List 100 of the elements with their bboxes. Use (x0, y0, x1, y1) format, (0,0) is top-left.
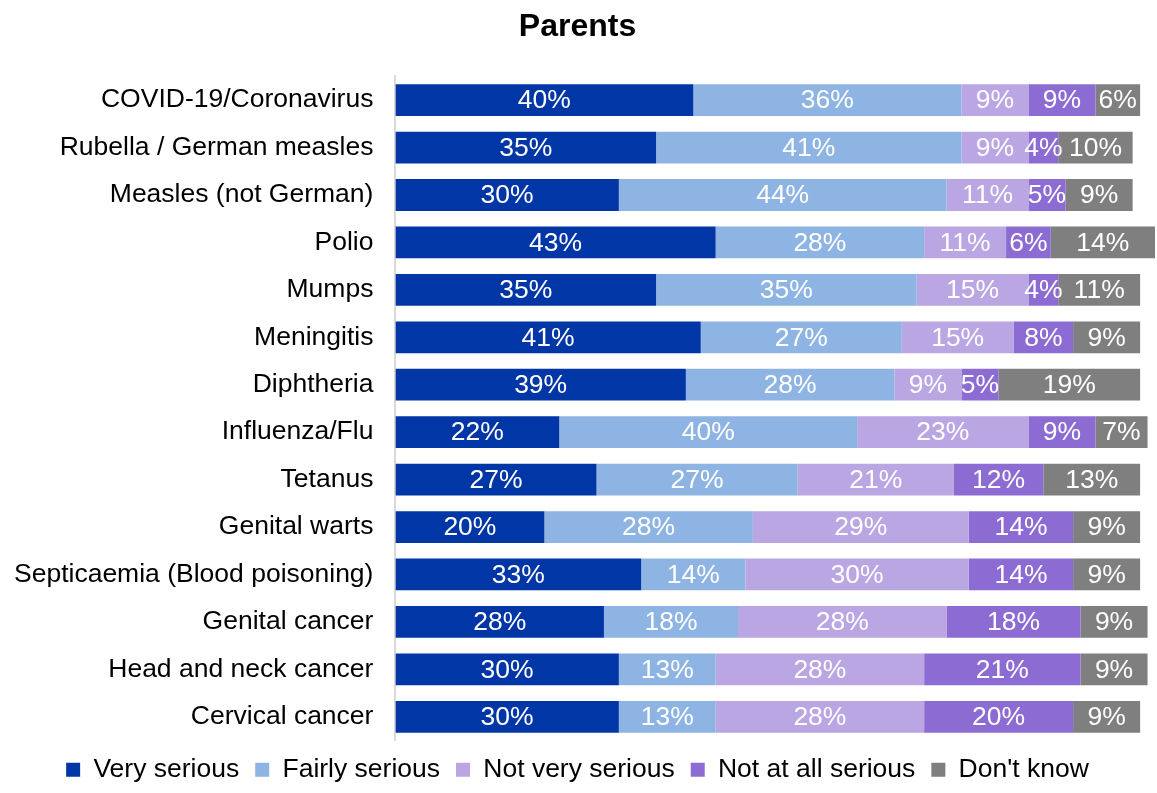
bar (715, 653, 925, 686)
y-tick-label: Diphtheria (252, 368, 374, 399)
bar (715, 226, 925, 259)
data-label: 15% (946, 274, 1000, 305)
bar (946, 606, 1081, 638)
legend-label: Not very serious (483, 753, 675, 784)
y-tick-label: Rubella / German measles (59, 130, 374, 161)
data-label: 9% (1079, 179, 1119, 210)
y-tick-label: Meningitis (254, 320, 374, 351)
data-label: 28% (763, 369, 817, 400)
data-label: 35% (499, 131, 553, 162)
bar (395, 511, 545, 543)
data-label: 28% (815, 606, 869, 637)
data-label: 12% (972, 463, 1026, 494)
bar (544, 511, 753, 543)
bar (737, 606, 947, 638)
data-label: 36% (800, 84, 854, 115)
bar (924, 653, 1081, 686)
y-tick-label: Cervical cancer (190, 700, 374, 731)
data-label: 33% (491, 558, 545, 589)
data-label: 5% (960, 369, 1000, 400)
bar (618, 179, 947, 211)
data-label: 9% (1087, 558, 1126, 589)
y-tick-label: Genital cancer (202, 605, 374, 636)
data-label: 30% (480, 701, 534, 732)
bar (700, 321, 902, 354)
bar (395, 558, 642, 591)
data-label: 15% (931, 321, 985, 352)
data-label: 35% (499, 274, 553, 305)
bar (395, 131, 657, 164)
data-label: 9% (975, 84, 1015, 115)
y-tick-label: Measles (not German) (109, 178, 374, 209)
data-label: 27% (670, 463, 724, 494)
y-tick-label: Tetanus (280, 462, 374, 493)
bar (656, 273, 917, 306)
data-label: 29% (834, 511, 888, 542)
bar (596, 463, 798, 496)
bar (603, 606, 738, 638)
data-label: 14% (1076, 226, 1130, 257)
data-label: 40% (517, 84, 571, 115)
data-label: 11% (1073, 274, 1125, 305)
bar (745, 558, 969, 591)
data-label: 8% (1024, 321, 1063, 352)
data-label: 14% (994, 511, 1048, 542)
data-label: 5% (1027, 179, 1067, 210)
y-tick-label: Head and neck cancer (108, 652, 374, 683)
bar (395, 700, 619, 733)
data-label: 14% (994, 558, 1048, 589)
data-label: 28% (622, 511, 676, 542)
data-label: 18% (644, 606, 698, 637)
bar (395, 416, 560, 449)
legend-label: Fairly serious (282, 753, 441, 784)
bar (395, 321, 701, 354)
y-tick-label: Influenza/Flu (221, 415, 374, 446)
bar (395, 84, 694, 117)
data-label: 39% (514, 369, 568, 400)
y-tick-label: Mumps (286, 273, 374, 304)
data-label: 30% (830, 558, 884, 589)
data-label: 41% (521, 321, 575, 352)
bar (395, 179, 619, 211)
data-label: 6% (1098, 84, 1137, 115)
bar (998, 368, 1141, 401)
data-label: 21% (975, 653, 1029, 684)
data-label: 11% (961, 179, 1013, 210)
data-label: 10% (1068, 131, 1122, 162)
data-label: 13% (640, 701, 694, 732)
chart-title: Parents (518, 7, 637, 44)
data-label: 13% (640, 653, 694, 684)
data-label: 9% (975, 131, 1015, 162)
y-tick-label: Septicaemia (Blood poisoning) (13, 557, 374, 588)
data-label: 28% (793, 226, 847, 257)
data-label: 9% (1087, 701, 1126, 732)
data-label: 9% (1042, 416, 1082, 447)
bar (395, 368, 686, 401)
bar (395, 463, 597, 496)
legend-label: Not at all serious (717, 753, 916, 784)
data-label: 6% (1009, 226, 1048, 257)
data-label: 9% (1094, 606, 1134, 637)
data-label: 41% (782, 131, 836, 162)
data-label: 9% (1042, 84, 1082, 115)
bar (693, 84, 962, 117)
bar (559, 416, 858, 449)
bar (656, 131, 962, 164)
data-label: 30% (480, 653, 534, 684)
data-label: 30% (480, 179, 534, 210)
data-label: 13% (1065, 463, 1119, 494)
bar (924, 700, 1074, 733)
data-label: 11% (939, 226, 991, 257)
data-label: 9% (1087, 511, 1126, 542)
bar (395, 273, 657, 306)
y-tick-label: COVID-19/Coronavirus (100, 83, 374, 114)
data-label: 43% (529, 226, 583, 257)
bar (715, 700, 925, 733)
data-label: 9% (1094, 653, 1134, 684)
data-label: 23% (916, 416, 970, 447)
data-label: 27% (774, 321, 828, 352)
data-label: 7% (1102, 416, 1141, 447)
data-label: 20% (972, 701, 1026, 732)
data-label: 14% (666, 558, 720, 589)
data-label: 20% (443, 511, 497, 542)
